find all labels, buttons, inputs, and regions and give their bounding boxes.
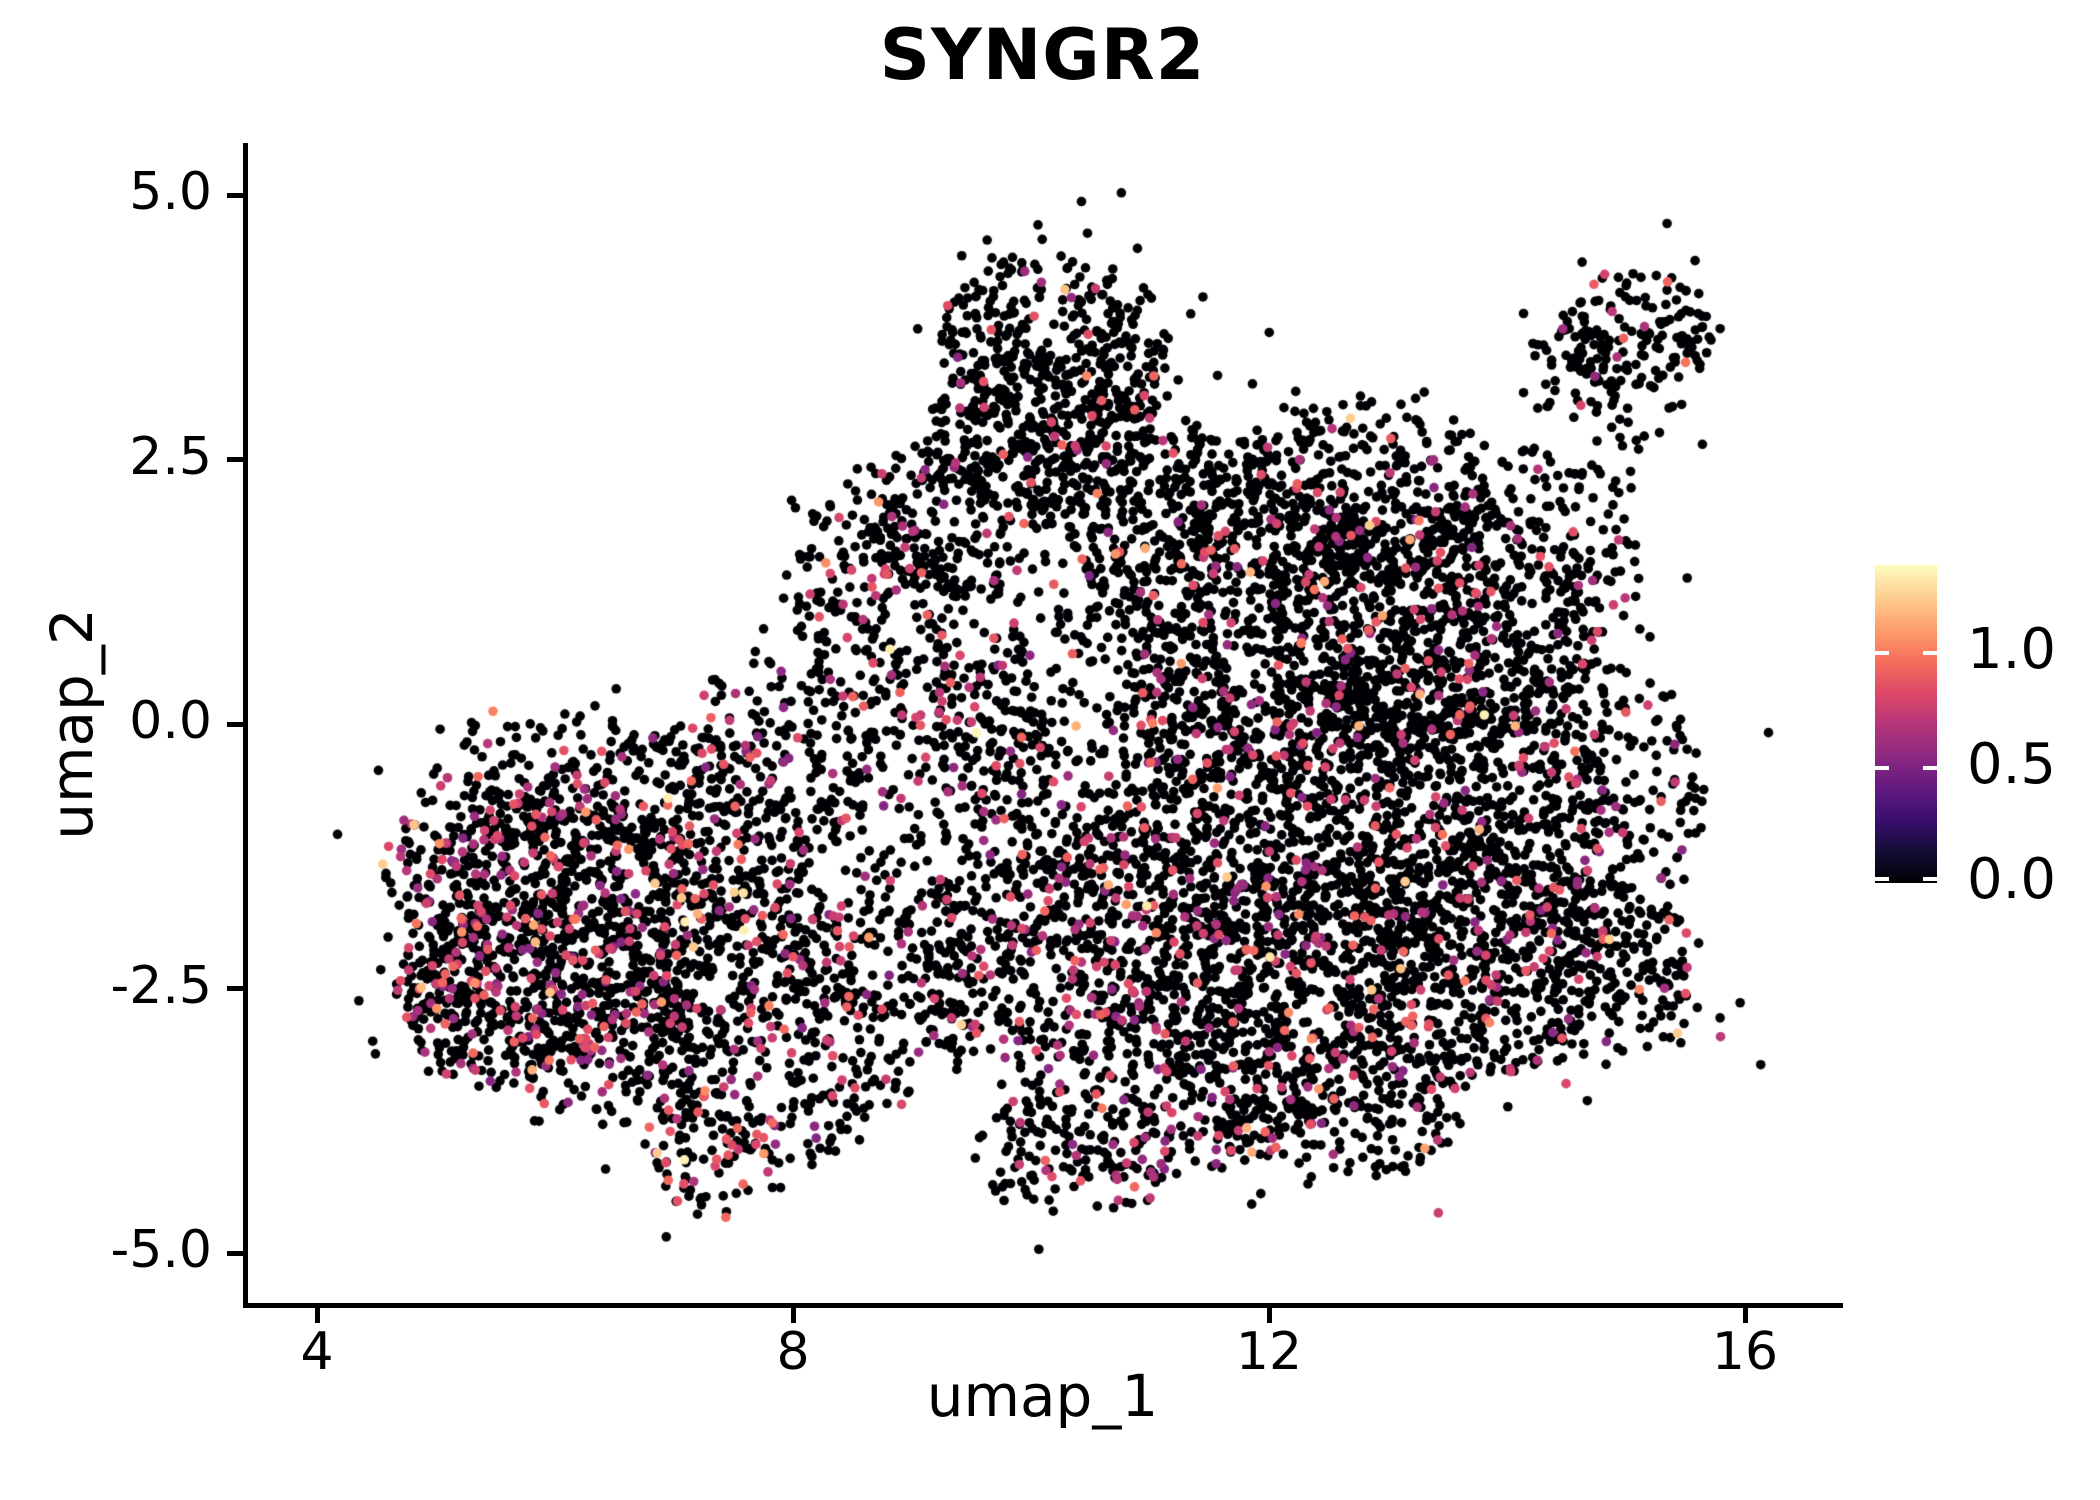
y-tick-mark bbox=[227, 457, 243, 462]
colorbar-tick-mark bbox=[1923, 877, 1937, 881]
x-axis-line bbox=[243, 1303, 1843, 1308]
x-axis-title: umap_1 bbox=[926, 1362, 1159, 1430]
y-axis-line bbox=[243, 143, 248, 1308]
y-tick-label: -2.5 bbox=[110, 955, 212, 1016]
y-tick-mark bbox=[227, 192, 243, 198]
colorbar-tick-mark bbox=[1875, 877, 1889, 881]
y-tick-label: -5.0 bbox=[110, 1220, 212, 1280]
colorbar-tick-mark bbox=[1875, 765, 1889, 770]
x-tick-label: 8 bbox=[776, 1322, 810, 1382]
y-tick-mark bbox=[227, 986, 243, 991]
y-tick-label: 5.0 bbox=[129, 162, 212, 222]
x-tick-mark bbox=[1266, 1307, 1272, 1323]
plot-title: SYNGR2 bbox=[879, 14, 1206, 96]
colorbar-tick-label: 1.0 bbox=[1967, 616, 2057, 682]
x-tick-mark bbox=[1742, 1307, 1748, 1323]
colorbar-tick-mark bbox=[1923, 650, 1937, 655]
colorbar-tick-label: 0.0 bbox=[1967, 847, 2057, 912]
x-tick-mark bbox=[314, 1307, 320, 1323]
colorbar-tick-mark bbox=[1923, 765, 1937, 770]
x-tick-label: 16 bbox=[1711, 1322, 1779, 1382]
y-tick-label: 2.5 bbox=[129, 426, 212, 487]
y-tick-mark bbox=[227, 721, 243, 727]
colorbar-tick-mark bbox=[1875, 650, 1889, 655]
y-tick-label: 0.0 bbox=[129, 691, 212, 751]
y-tick-mark bbox=[227, 1250, 243, 1256]
x-tick-mark bbox=[790, 1307, 796, 1323]
colorbar-tick-label: 0.5 bbox=[1967, 731, 2057, 797]
x-tick-label: 12 bbox=[1235, 1322, 1303, 1382]
x-tick-label: 4 bbox=[300, 1322, 334, 1382]
colorbar-gradient bbox=[1875, 565, 1937, 883]
